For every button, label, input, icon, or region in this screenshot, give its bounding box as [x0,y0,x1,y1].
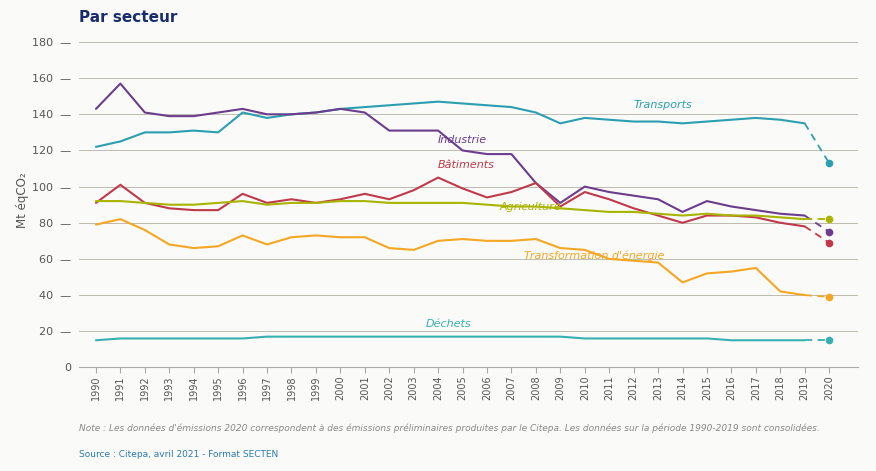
Text: Transformation d'énergie: Transformation d'énergie [524,250,664,260]
Text: Par secteur: Par secteur [79,10,177,25]
Text: Déchets: Déchets [426,319,471,329]
Text: Agriculture: Agriculture [499,202,561,211]
Text: Note : Les données d'émissions 2020 correspondent à des émissions préliminaires : Note : Les données d'émissions 2020 corr… [79,423,820,433]
Text: Source : Citepa, avril 2021 - Format SECTEN: Source : Citepa, avril 2021 - Format SEC… [79,450,278,459]
Text: Bâtiments: Bâtiments [438,160,495,170]
Text: Transports: Transports [633,100,692,110]
Text: Industrie: Industrie [438,135,487,145]
Y-axis label: Mt éqCO₂: Mt éqCO₂ [16,172,29,228]
